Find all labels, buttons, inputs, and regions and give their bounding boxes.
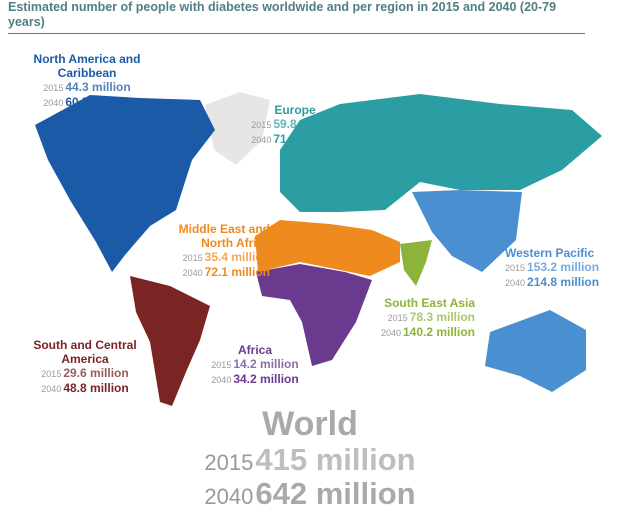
value: 44.3 million	[65, 80, 131, 94]
region-label: Middle East and North Africa 2015 35.4 mil…	[160, 222, 270, 280]
figure-row: 2040 140.2 million	[365, 325, 475, 340]
figure-row: 2015415 million	[180, 443, 440, 477]
figure-row: 2040 71.1 million	[240, 132, 350, 147]
value: 29.6 million	[63, 366, 129, 380]
region-name: South East Asia	[384, 296, 475, 310]
region-label: Western Pacific 2015 153.2 million 2040 214.…	[505, 246, 615, 290]
value: 35.4 million	[204, 250, 270, 264]
value: 48.8 million	[63, 381, 129, 395]
region-label: Europe 2015 59.8 million 2040 71.1 million	[240, 103, 350, 147]
year: 2040	[505, 278, 526, 288]
region-label: World 2015415 million 2040642 million	[180, 405, 440, 511]
greenland	[205, 92, 270, 165]
year: 2015	[251, 120, 272, 130]
year: 2015	[204, 450, 254, 475]
north-america	[35, 95, 215, 272]
year: 2015	[41, 369, 62, 379]
region-name: North America and Caribbean	[33, 52, 141, 80]
figure-row: 2040 34.2 million	[200, 372, 310, 387]
region-name: Africa	[237, 343, 272, 357]
region-label: North America and Caribbean 2015 44.3 mill…	[12, 52, 162, 110]
region-name: Western Pacific	[505, 246, 595, 260]
region-label: South East Asia 2015 78.3 million 2040 140.2…	[365, 296, 475, 340]
figure-row: 2015 35.4 million	[160, 250, 270, 265]
year: 2040	[251, 135, 272, 145]
africa	[256, 264, 372, 366]
value: 415 million	[255, 442, 416, 477]
value: 14.2 million	[233, 357, 299, 371]
figure-row: 2015 14.2 million	[200, 357, 310, 372]
value: 60.5 million	[65, 95, 131, 109]
south-america	[130, 276, 210, 406]
middle-east	[255, 220, 400, 276]
year: 2040	[182, 268, 203, 278]
figure-row: 2040 48.8 million	[25, 381, 145, 396]
year: 2015	[211, 360, 232, 370]
year: 2040	[43, 98, 64, 108]
western-pacific	[412, 190, 522, 272]
year: 2015	[387, 313, 408, 323]
year: 2015	[505, 263, 526, 273]
figure-row: 2040 72.1 million	[160, 265, 270, 280]
figure-row: 2015 29.6 million	[25, 366, 145, 381]
year: 2015	[43, 83, 64, 93]
title: Estimated number of people with diabetes…	[8, 0, 557, 29]
value: 153.2 million	[527, 260, 600, 274]
value: 59.8 million	[273, 117, 339, 131]
figure-row: 2015 44.3 million	[12, 80, 162, 95]
europe	[280, 94, 602, 212]
value: 78.3 million	[409, 310, 475, 324]
region-label: Africa 2015 14.2 million 2040 34.2 million	[200, 343, 310, 387]
value: 72.1 million	[204, 265, 270, 279]
south-east-asia	[400, 240, 432, 286]
region-name: South and Central America	[33, 338, 137, 366]
figure-row: 2040 60.5 million	[12, 95, 162, 110]
year: 2040	[380, 328, 401, 338]
region-label: South and Central America 2015 29.6 millio…	[25, 338, 145, 396]
figure-row: 2015 59.8 million	[240, 117, 350, 132]
title-rule	[8, 33, 585, 34]
year: 2015	[182, 253, 203, 263]
figure-row: 2015 153.2 million	[505, 260, 615, 275]
value: 642 million	[255, 476, 416, 511]
value: 34.2 million	[233, 372, 299, 386]
figure-row: 2040642 million	[180, 477, 440, 511]
year: 2040	[211, 375, 232, 385]
value: 140.2 million	[402, 325, 475, 339]
australia	[485, 310, 586, 392]
region-name: World	[262, 405, 358, 443]
value: 214.8 million	[527, 275, 600, 289]
figure-row: 2015 78.3 million	[365, 310, 475, 325]
figure-row: 2040 214.8 million	[505, 275, 615, 290]
year: 2040	[41, 384, 62, 394]
value: 71.1 million	[273, 132, 339, 146]
year: 2040	[204, 484, 254, 509]
region-name: Middle East and North Africa	[178, 222, 270, 250]
region-name: Europe	[274, 103, 316, 117]
